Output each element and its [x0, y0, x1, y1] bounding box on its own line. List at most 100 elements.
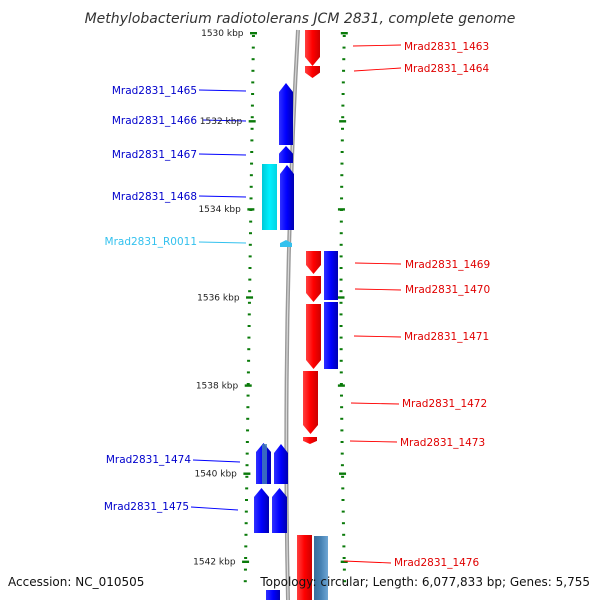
- ruler-dot: [247, 301, 251, 304]
- map-title: Methylobacterium radiotolerans JCM 2831,…: [85, 11, 516, 27]
- leader-line: [350, 402, 400, 405]
- ruler-dot: [250, 104, 254, 107]
- ruler-dot: [340, 151, 344, 153]
- ruler-dot: [339, 278, 343, 281]
- ruler-dot: [251, 81, 255, 84]
- gene-arrow-1474b: [274, 444, 288, 484]
- gene-label[interactable]: Mrad2831_1472: [402, 398, 487, 410]
- ruler-dot: [342, 557, 346, 559]
- ruler-dot: [246, 371, 250, 374]
- gene-label[interactable]: Mrad2831_1471: [404, 331, 489, 343]
- gene-shade: [262, 444, 267, 484]
- ruler-dot: [339, 371, 343, 374]
- scale-ruler: [242, 32, 348, 583]
- gene-arrow-1465: [279, 83, 293, 145]
- ruler-dot: [245, 441, 249, 443]
- tick-mark: [248, 120, 256, 123]
- ruler-dot: [251, 46, 255, 49]
- ruler-dot: [243, 568, 247, 571]
- ruler-dot: [342, 568, 346, 571]
- tick-label: 1534 kbp: [198, 205, 241, 215]
- ruler-dot: [340, 162, 344, 165]
- gene-arrow-1471: [306, 304, 321, 369]
- leader-line: [192, 459, 241, 463]
- gene-block: [324, 251, 338, 300]
- ruler-dot: [248, 243, 252, 246]
- gene-arrow-1476: [297, 535, 312, 600]
- tick-label: 1536 kbp: [197, 293, 240, 303]
- ruler-dot: [248, 278, 252, 281]
- gene-label[interactable]: Mrad2831_R0011: [105, 236, 197, 248]
- ruler-dot: [251, 58, 255, 61]
- ruler-dot: [341, 475, 345, 478]
- ruler-dot: [247, 336, 251, 339]
- gene-label[interactable]: Mrad2831_1470: [405, 284, 490, 296]
- gene-label[interactable]: Mrad2831_1475: [104, 501, 189, 513]
- gene-block: [324, 302, 338, 369]
- tick-label: 1540 kbp: [194, 470, 237, 480]
- ruler-dot: [244, 510, 248, 513]
- gene-arrow-1463: [305, 30, 320, 66]
- gene-arrow-1475b: [272, 488, 287, 533]
- ruler-dot: [249, 220, 253, 223]
- ruler-dot: [247, 313, 251, 316]
- gene-label[interactable]: Mrad2831_1463: [404, 41, 489, 53]
- leader-line: [353, 67, 402, 72]
- ruler-dot: [339, 232, 343, 235]
- ruler-dot: [343, 580, 347, 583]
- gene-label[interactable]: Mrad2831_1473: [400, 437, 485, 449]
- ruler-dot: [340, 464, 344, 467]
- tick-label: 1538 kbp: [196, 381, 239, 391]
- gene-label[interactable]: Mrad2831_1464: [404, 63, 489, 75]
- tick-mark: [244, 384, 252, 387]
- leader-line: [354, 262, 402, 265]
- leader-line: [352, 44, 402, 47]
- ruler-dot: [339, 255, 343, 258]
- ruler-dot: [341, 510, 345, 513]
- ruler-dot: [341, 127, 345, 130]
- ruler-dot: [249, 232, 253, 235]
- gene-block: [266, 590, 280, 600]
- ruler-dot: [249, 174, 253, 177]
- ruler-dot: [244, 533, 248, 536]
- tick-mark: [242, 560, 250, 563]
- accession-text: Accession: NC_010505: [8, 575, 144, 589]
- gene-features: [254, 30, 338, 600]
- gene-label[interactable]: Mrad2831_1466: [112, 115, 197, 127]
- ruler-dot: [247, 348, 251, 351]
- ruler-dot: [339, 243, 343, 246]
- gene-label[interactable]: Mrad2831_1467: [112, 149, 197, 161]
- ruler-dot: [341, 81, 345, 84]
- gene-label[interactable]: Mrad2831_1474: [106, 454, 191, 466]
- ruler-dot: [341, 522, 345, 525]
- ruler-dot: [246, 406, 250, 409]
- gene-arrow-1472: [303, 371, 318, 434]
- ruler-dot: [339, 336, 343, 339]
- ruler-dot: [248, 255, 252, 258]
- ruler-dot: [342, 46, 346, 49]
- gene-label[interactable]: Mrad2831_1469: [405, 259, 490, 271]
- gene-arrow-1473: [303, 437, 317, 444]
- ruler-dot: [251, 35, 255, 37]
- ruler-dot: [245, 487, 249, 490]
- rna-arrow-r0011: [280, 240, 292, 247]
- ruler-dot: [341, 499, 345, 501]
- right-gene-labels: Mrad2831_1463 Mrad2831_1464 Mrad2831_146…: [394, 41, 490, 569]
- ruler-dot: [340, 174, 344, 177]
- ruler-dot: [246, 394, 250, 397]
- tick-label: 1530 kbp: [201, 29, 244, 39]
- gene-label[interactable]: Mrad2831_1468: [112, 191, 197, 203]
- gene-block: [314, 536, 328, 600]
- tick-mark: [243, 472, 251, 475]
- ruler-dot: [245, 464, 249, 467]
- gene-label[interactable]: Mrad2831_1465: [112, 85, 197, 97]
- tick-label: 1532 kbp: [200, 117, 243, 127]
- tick-mark: [250, 32, 258, 35]
- ruler-dot: [339, 325, 343, 327]
- ruler-dot: [340, 197, 344, 200]
- ruler-dot: [250, 139, 254, 142]
- gene-label[interactable]: Mrad2831_1476: [394, 557, 479, 569]
- ruler-dot: [247, 359, 251, 362]
- tick-mark: [247, 208, 255, 211]
- ruler-dot: [250, 151, 254, 153]
